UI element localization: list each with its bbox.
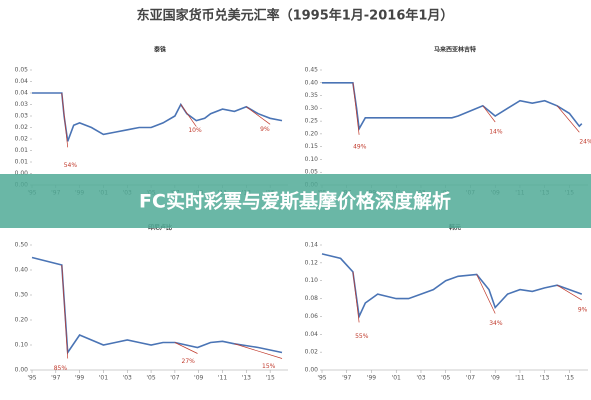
y-tick-label: 0.45: [305, 67, 319, 74]
annotation: 55%: [355, 333, 369, 340]
annotation-arrow: [482, 105, 496, 123]
x-tick-label: '11: [515, 375, 524, 382]
annotation: 49%: [353, 143, 367, 150]
x-tick-label: '15: [265, 375, 274, 382]
y-tick-label: 0.20: [15, 317, 29, 324]
annotation-arrow: [180, 104, 197, 127]
x-tick-label: '09: [491, 375, 500, 382]
annotation-arrow: [352, 271, 360, 323]
x-tick-label: '01: [392, 375, 401, 382]
annotation-arrow: [174, 342, 198, 354]
annotation: 34%: [489, 320, 503, 327]
x-tick-label: '03: [416, 375, 425, 382]
annotation: 9%: [260, 126, 270, 133]
annotation: 15%: [262, 363, 276, 370]
y-tick-label: 0.30: [305, 105, 319, 112]
banner-bg: [0, 174, 591, 228]
y-tick-label: 0.10: [15, 342, 29, 349]
chart-title: 泰铢: [153, 46, 167, 54]
series-line: [322, 82, 583, 132]
y-tick-label: 0.02: [305, 349, 319, 356]
y-tick-label: 0.05: [15, 67, 29, 74]
y-tick-label: 0.35: [305, 92, 319, 99]
x-tick-label: '95: [27, 375, 36, 382]
y-tick-label: 0.01: [15, 159, 29, 166]
y-tick-label: 0.03: [15, 113, 29, 120]
annotation: 24%: [579, 139, 591, 146]
y-tick-label: 0.01: [15, 147, 29, 154]
y-tick-label: 0.20: [305, 130, 319, 137]
y-tick-label: 0.25: [305, 118, 319, 125]
x-tick-label: '05: [146, 375, 155, 382]
x-tick-label: '13: [540, 375, 549, 382]
y-tick-label: 0.00: [15, 170, 29, 177]
annotation: 85%: [54, 365, 68, 372]
annotation: 54%: [64, 162, 78, 169]
x-tick-label: '13: [242, 375, 251, 382]
y-tick-label: 0.12: [305, 259, 319, 266]
annotation-arrow: [61, 92, 69, 148]
y-tick-label: 0.03: [15, 101, 29, 108]
annotation: 27%: [182, 358, 196, 365]
annotation: 10%: [188, 127, 202, 134]
x-tick-label: '99: [75, 375, 84, 382]
y-tick-label: 0.40: [15, 267, 29, 274]
x-tick-label: '01: [99, 375, 108, 382]
x-tick-label: '05: [441, 375, 450, 382]
y-tick-label: 0.02: [15, 124, 29, 131]
x-tick-label: '99: [367, 375, 376, 382]
annotation-arrow: [234, 343, 283, 359]
annotation: 9%: [578, 307, 588, 314]
y-tick-label: 0.00: [305, 367, 319, 374]
y-tick-label: 0.40: [305, 79, 319, 86]
annotation: 14%: [489, 129, 503, 136]
y-tick-label: 0.04: [15, 78, 29, 85]
x-tick-label: '15: [565, 375, 574, 382]
y-tick-label: 0.15: [305, 143, 319, 150]
annotation-arrow: [352, 82, 360, 135]
annotation-arrow: [556, 284, 582, 301]
x-tick-label: '07: [170, 375, 179, 382]
y-tick-label: 0.00: [15, 367, 29, 374]
x-tick-label: '97: [51, 375, 60, 382]
annotation-arrow: [246, 106, 271, 125]
series-line: [32, 92, 283, 142]
x-tick-label: '07: [466, 375, 475, 382]
banner-text: FC实时彩票与爱斯基摩价格深度解析: [139, 190, 451, 213]
y-tick-label: 0.04: [15, 90, 29, 97]
annotation-arrow: [556, 105, 580, 133]
y-tick-label: 0.30: [15, 292, 29, 299]
x-tick-label: '11: [218, 375, 227, 382]
x-tick-label: '97: [342, 375, 351, 382]
y-tick-label: 0.10: [305, 156, 319, 163]
y-tick-label: 0.14: [305, 242, 319, 249]
y-tick-label: 0.08: [305, 295, 319, 302]
annotation-arrow: [61, 264, 69, 359]
series-line: [321, 253, 583, 320]
annotation-arrow: [476, 274, 496, 314]
y-tick-label: 0.02: [15, 136, 29, 143]
y-tick-label: 0.05: [305, 169, 319, 176]
chart-title: 马来西亚林吉特: [434, 46, 476, 54]
main-title: 东亚国家货币兑美元汇率（1995年1月-2016年1月）: [137, 8, 454, 24]
y-tick-label: 0.06: [305, 313, 319, 320]
x-tick-label: '03: [123, 375, 132, 382]
y-tick-label: 0.04: [305, 331, 319, 338]
y-tick-label: 0.10: [305, 277, 319, 284]
x-tick-label: '95: [317, 375, 326, 382]
series-line: [31, 256, 283, 355]
y-tick-label: 0.50: [15, 242, 29, 249]
x-tick-label: '09: [194, 375, 203, 382]
